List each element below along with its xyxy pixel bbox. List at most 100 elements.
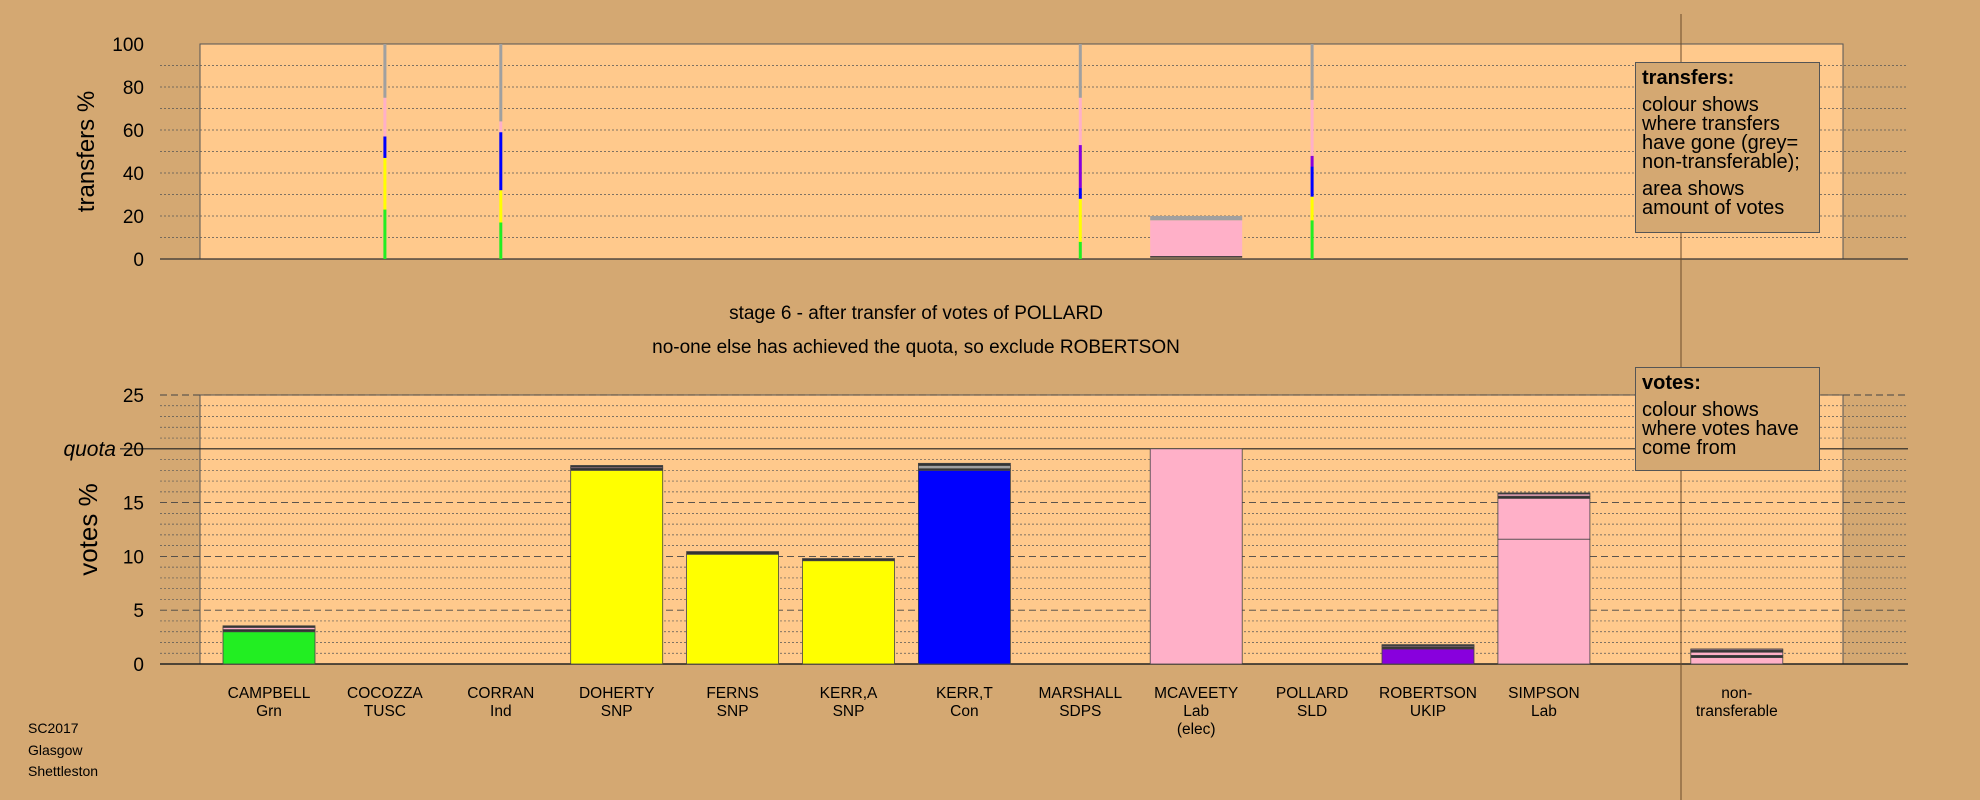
candidate-party-label: Grn bbox=[256, 703, 282, 720]
vote-bar-segment-pink bbox=[1497, 538, 1591, 665]
vote-bar-segment-dark bbox=[686, 551, 779, 555]
transfers-tick-label: 0 bbox=[133, 250, 144, 271]
footer-council: Glasgow bbox=[28, 741, 83, 758]
transfer-block-segment-pink bbox=[1150, 220, 1243, 257]
candidate-name-label: DOHERTY bbox=[579, 685, 655, 702]
transfer-strip-segment-pink bbox=[1310, 99, 1314, 156]
votes-axis-label: votes % bbox=[73, 483, 103, 576]
vote-bar-segment-yellow bbox=[686, 553, 779, 665]
vote-bar-segment-pink bbox=[1497, 497, 1591, 540]
transfer-strip-segment-blue bbox=[1078, 188, 1082, 199]
exclusion-note: no-one else has achieved the quota, so e… bbox=[652, 337, 1180, 358]
candidate-name-label: ROBERTSON bbox=[1379, 685, 1477, 702]
votes-legend-title: votes: bbox=[1642, 372, 1701, 394]
candidate-name-label: CAMPBELL bbox=[228, 685, 311, 702]
votes-tick-label: 0 bbox=[133, 655, 144, 676]
transfer-strip-segment-blue bbox=[383, 136, 387, 158]
candidate-party-label: UKIP bbox=[1410, 703, 1446, 720]
transfer-strip-segment-yellow bbox=[1310, 196, 1314, 221]
candidate-party-label: SLD bbox=[1297, 703, 1327, 720]
transfer-strip-segment-grey bbox=[1310, 44, 1314, 100]
candidate-name-label: COCOZZA bbox=[347, 685, 423, 702]
candidate-party-label: transferable bbox=[1696, 703, 1778, 720]
votes-tick-label: 15 bbox=[123, 494, 144, 515]
transfers-tick-label: 20 bbox=[123, 207, 144, 228]
candidate-party-label: Lab bbox=[1531, 703, 1557, 720]
vote-bar-segment-dark bbox=[222, 625, 316, 628]
vote-bar-segment-dark bbox=[918, 462, 1011, 466]
candidate-name-label: MARSHALL bbox=[1039, 685, 1123, 702]
transfer-strip-segment-blue bbox=[1310, 166, 1314, 197]
transfer-strip-segment-yellow bbox=[1078, 198, 1082, 242]
transfer-strip-segment-purple bbox=[1078, 145, 1082, 189]
votes-tick-label: 20 bbox=[123, 440, 144, 461]
vote-bar-segment-dark bbox=[1497, 492, 1591, 495]
candidate-name-label: POLLARD bbox=[1276, 685, 1348, 702]
candidate-party-label: SNP bbox=[601, 703, 633, 720]
transfers-legend-text1: colour shows where transfers have gone (… bbox=[1642, 94, 1800, 173]
votes-tick-label: 5 bbox=[133, 601, 144, 622]
vote-bar-segment-dark bbox=[802, 558, 895, 562]
transfer-strip-segment-green bbox=[1310, 220, 1314, 259]
transfers-legend: transfers: colour shows where transfers … bbox=[1635, 62, 1820, 233]
candidate-name-label: FERNS bbox=[706, 685, 759, 702]
transfers-tick-label: 60 bbox=[123, 121, 144, 142]
transfers-axis-label: transfers % bbox=[73, 91, 100, 212]
vote-bar-segment-grey bbox=[918, 465, 1011, 470]
transfer-strip-segment-grey bbox=[383, 44, 387, 98]
transfer-block-segment-grey bbox=[1150, 216, 1243, 221]
transfers-tick-label: 80 bbox=[123, 78, 144, 99]
transfer-strip-segment-grey bbox=[1078, 44, 1082, 98]
candidate-party-label: Lab bbox=[1183, 703, 1209, 720]
transfers-legend-text2: area shows amount of votes bbox=[1642, 178, 1785, 219]
vote-bar-segment-pink bbox=[1690, 648, 1784, 651]
footer-ward: Shettleston bbox=[28, 763, 99, 779]
footer-election: SC2017 bbox=[28, 720, 79, 736]
vote-bar-segment-yellow bbox=[570, 469, 664, 665]
candidate-name-label: MCAVEETY bbox=[1154, 685, 1238, 702]
candidate-name-label: KERR,T bbox=[936, 685, 993, 702]
transfer-strip-segment-grey bbox=[499, 44, 503, 122]
votes-tick-label: 10 bbox=[123, 547, 144, 568]
footer: SC2017 Glasgow Shettleston bbox=[28, 718, 98, 783]
candidate-status-label: (elec) bbox=[1177, 721, 1216, 738]
candidate-party-label: SDPS bbox=[1059, 703, 1101, 720]
vote-bar-segment-green bbox=[222, 631, 316, 665]
transfers-tick-label: 100 bbox=[112, 35, 144, 56]
candidate-party-label: SNP bbox=[833, 703, 865, 720]
transfers-legend-title: transfers: bbox=[1642, 67, 1735, 89]
vote-bar-segment-purple bbox=[1381, 648, 1475, 665]
transfer-strip-segment-blue bbox=[499, 132, 503, 191]
vote-bar-segment-pink bbox=[1690, 657, 1784, 665]
quota-label: quota bbox=[63, 438, 116, 461]
vote-bar-segment-blue bbox=[918, 469, 1011, 665]
transfer-strip-segment-green bbox=[383, 209, 387, 259]
transfer-strip-segment-purple bbox=[1310, 155, 1314, 167]
transfer-strip-segment-pink bbox=[499, 121, 503, 133]
vote-bar-segment-dark bbox=[1381, 644, 1475, 647]
vote-bar-segment-pink bbox=[1149, 448, 1243, 665]
votes-plot-area bbox=[199, 394, 1844, 665]
vote-bar-segment-pink bbox=[1690, 651, 1784, 656]
candidate-name-label: CORRAN bbox=[467, 685, 534, 702]
vote-bar-segment-yellow bbox=[802, 560, 895, 665]
transfers-tick-label: 40 bbox=[123, 164, 144, 185]
candidate-name-label: SIMPSON bbox=[1508, 685, 1579, 702]
candidate-party-label: TUSC bbox=[364, 703, 406, 720]
candidate-party-label: Ind bbox=[490, 703, 512, 720]
transfer-strip-segment-yellow bbox=[383, 157, 387, 210]
candidate-party-label: SNP bbox=[717, 703, 749, 720]
vote-bar-segment-dark bbox=[570, 465, 664, 468]
transfer-strip-segment-pink bbox=[383, 97, 387, 137]
transfer-strip-segment-green bbox=[499, 222, 503, 259]
candidate-party-label: Con bbox=[950, 703, 978, 720]
votes-legend-text1: colour shows where votes have come from bbox=[1642, 399, 1799, 459]
transfer-strip-segment-pink bbox=[1078, 97, 1082, 146]
votes-legend: votes: colour shows where votes have com… bbox=[1635, 367, 1820, 471]
votes-tick-label: 25 bbox=[123, 386, 144, 407]
candidate-name-label: KERR,A bbox=[820, 685, 878, 702]
stage-heading: stage 6 - after transfer of votes of POL… bbox=[729, 303, 1103, 324]
candidate-name-label: non- bbox=[1721, 685, 1752, 702]
